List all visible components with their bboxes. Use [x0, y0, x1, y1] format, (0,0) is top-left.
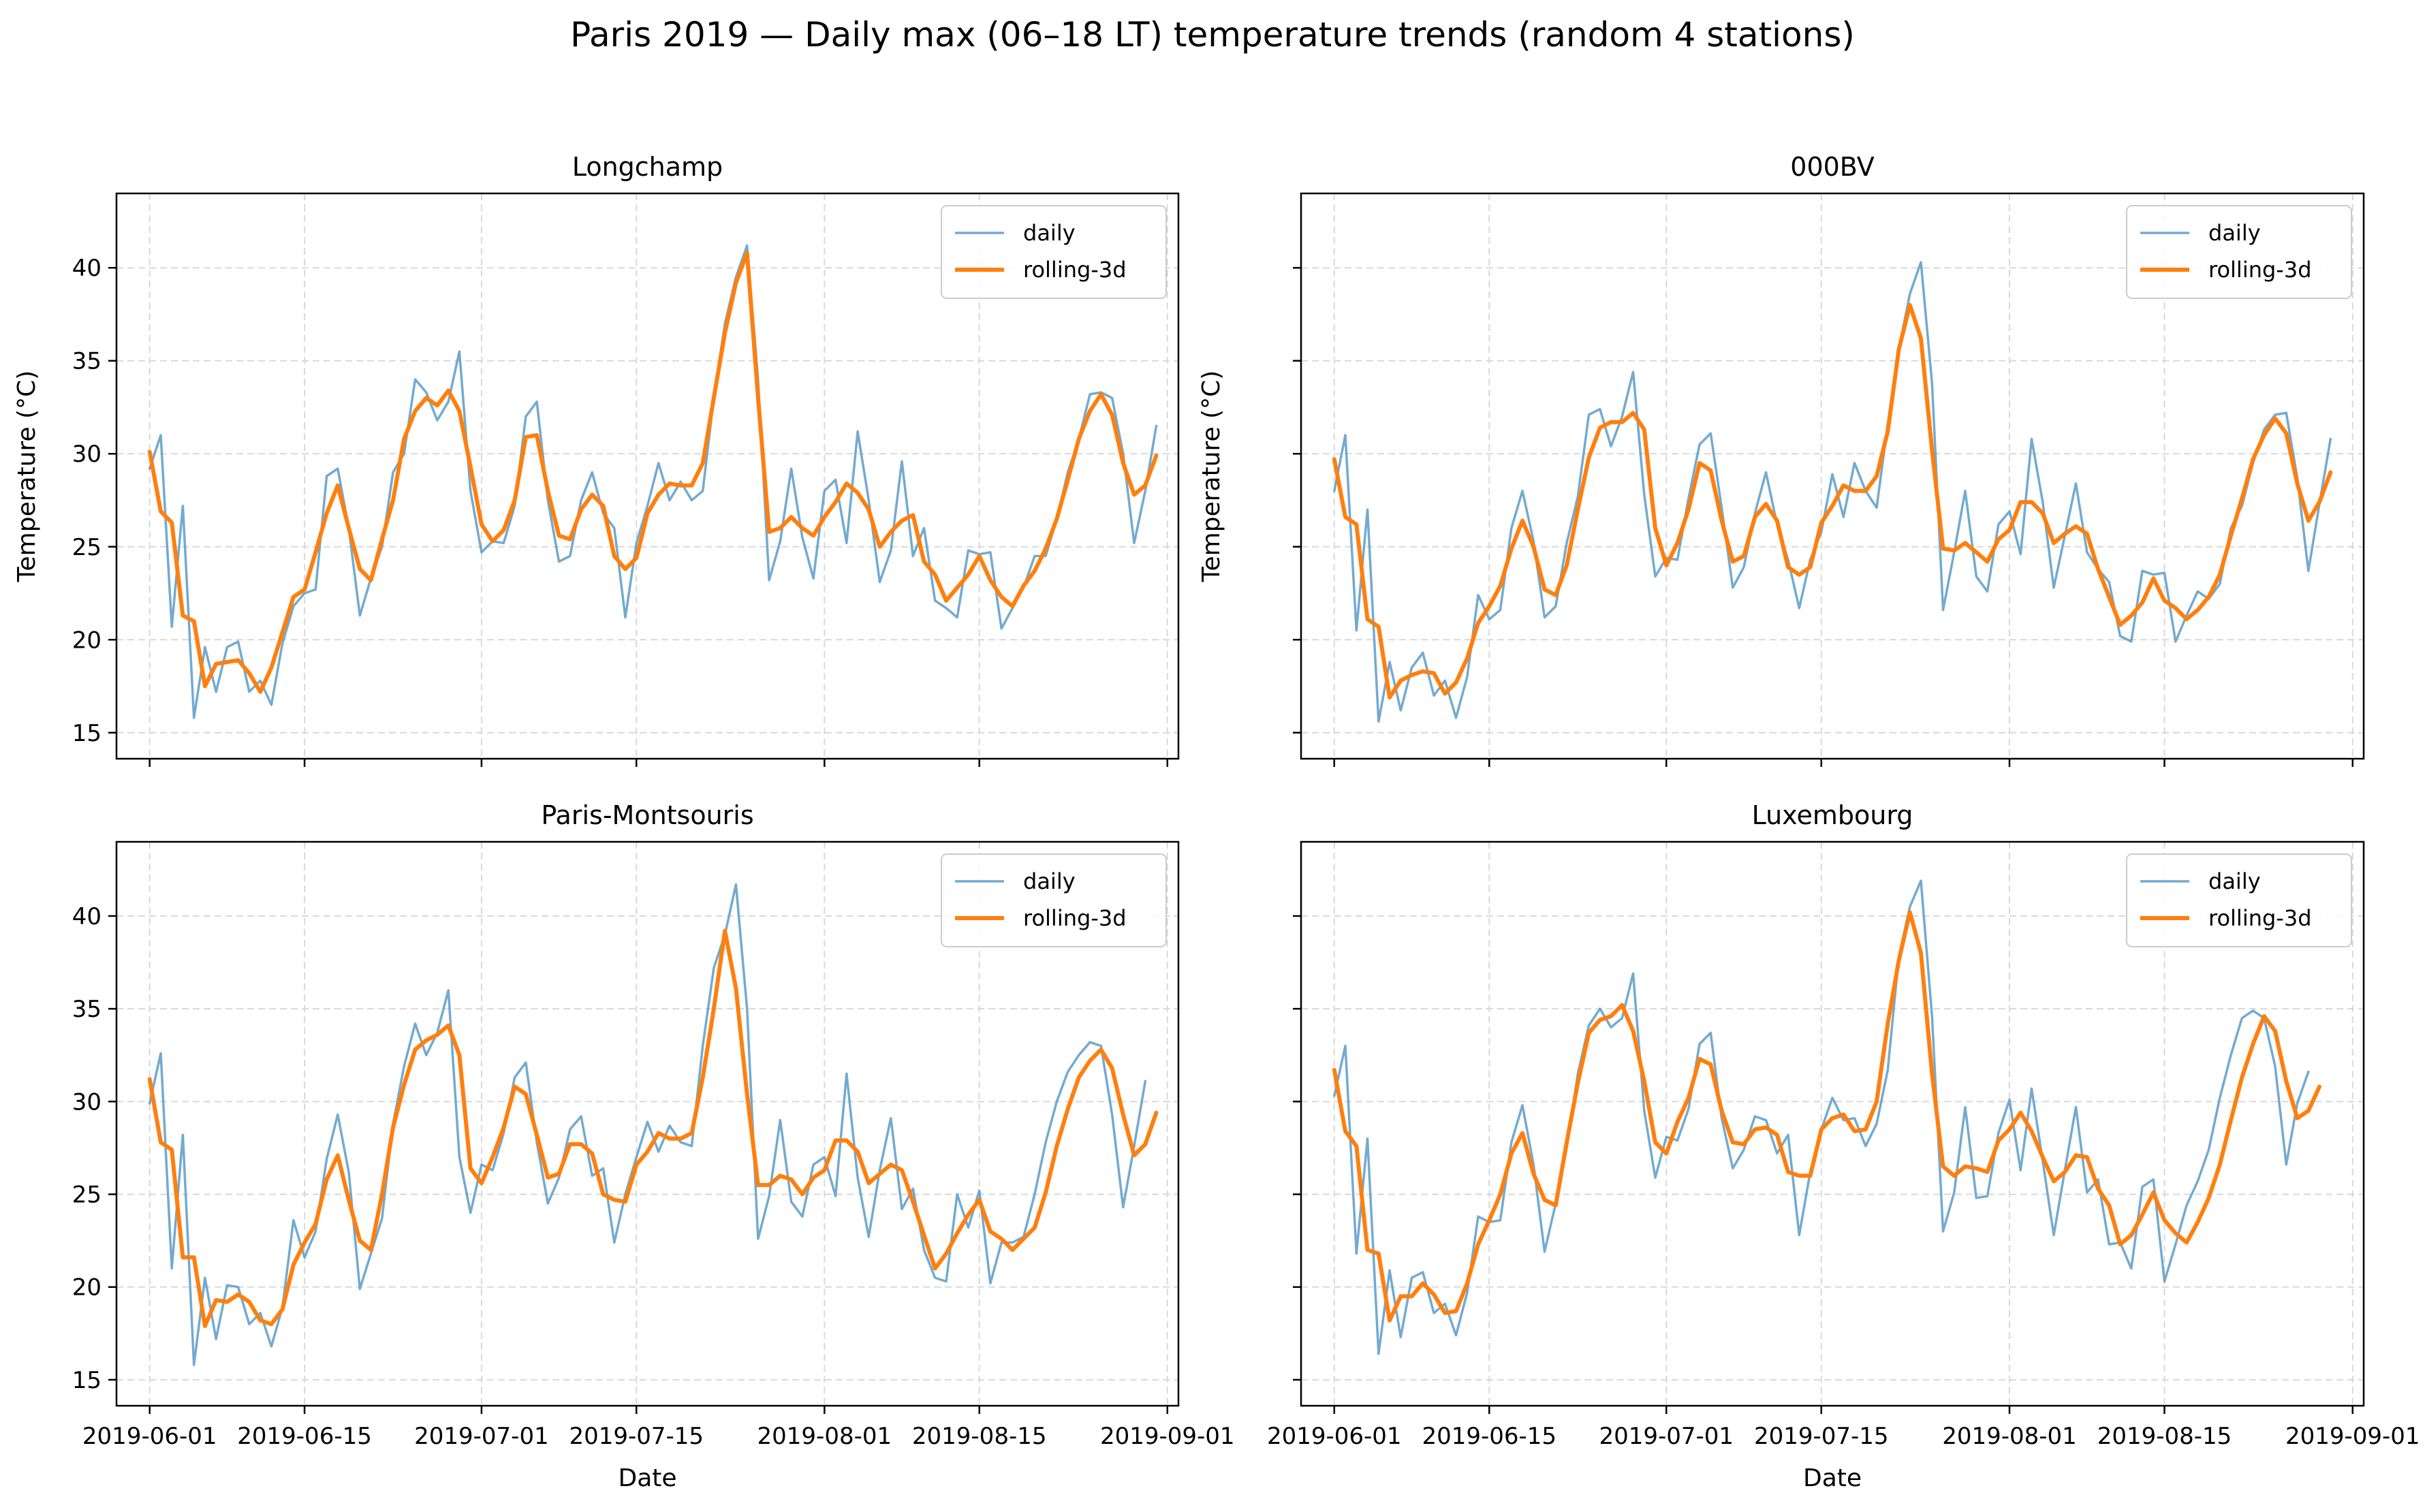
legend-label-rolling-3d: rolling-3d — [1023, 905, 1127, 931]
legend: daily rolling-3d — [2126, 853, 2352, 947]
x-tick-label: 2019-09-01 — [1100, 1423, 1235, 1450]
x-tick-label: 2019-07-15 — [1754, 1423, 1889, 1450]
series-line-rolling-3d — [1332, 302, 2333, 699]
y-tick-label: 40 — [72, 255, 101, 282]
subplot-4: 2019-06-01 2019-06-15 2019-07-01 2019-07-15… — [1267, 800, 2420, 1492]
axes-frame — [1300, 840, 2365, 1407]
subplot-title: 000BV — [1790, 152, 1874, 182]
y-tick-label: 25 — [72, 534, 101, 561]
figure-title: Paris 2019 — Daily max (06–18 LT) temper… — [570, 15, 1855, 54]
series-line-daily — [148, 244, 1158, 719]
legend-label-daily: daily — [2208, 220, 2261, 246]
legend-frame — [941, 853, 1167, 947]
x-tick-label: 2019-06-15 — [237, 1423, 372, 1450]
x-tick-label: 2019-08-15 — [912, 1423, 1047, 1450]
legend-frame — [941, 205, 1167, 299]
x-tick-label: 2019-07-01 — [414, 1423, 549, 1450]
x-tick-label: 2019-07-15 — [569, 1423, 704, 1450]
legend-label-rolling-3d: rolling-3d — [1023, 257, 1127, 283]
y-tick-label: 40 — [72, 903, 101, 930]
series-line-daily — [1333, 261, 2332, 723]
legend-frame — [2126, 205, 2352, 299]
y-axis-label: Temperature (°C) — [1198, 371, 1225, 583]
axes-frame — [115, 192, 1180, 760]
y-tick-label: 20 — [72, 1274, 101, 1302]
x-tick-label: 2019-06-15 — [1422, 1423, 1556, 1450]
y-tick-label: 15 — [72, 720, 101, 747]
legend-label-daily: daily — [2208, 868, 2261, 894]
legend-frame — [2126, 853, 2352, 947]
subplot-1: 15 20 25 30 35 40 Longchamp Temperature (°C) dai… — [13, 152, 1180, 767]
y-tick-label: 20 — [72, 627, 101, 654]
x-tick-label: 2019-06-01 — [1267, 1423, 1402, 1450]
subplot-2: 000BV Temperature (°C) daily rolling-3d — [1198, 152, 2365, 767]
x-tick-label: 2019-09-01 — [2285, 1423, 2420, 1450]
subplot-title: Longchamp — [572, 152, 723, 182]
x-tick-label: 2019-07-01 — [1599, 1423, 1734, 1450]
subplot-3: 2019-06-01 2019-06-15 2019-07-01 2019-07-15… — [72, 800, 1235, 1492]
axes-frame — [115, 840, 1180, 1407]
x-axis-label: Date — [618, 1464, 676, 1492]
series-line-rolling-3d — [147, 251, 1159, 694]
y-tick-label: 30 — [72, 1088, 101, 1116]
series-line-rolling-3d — [1332, 910, 2321, 1323]
subplot-title: Paris-Montsouris — [541, 800, 753, 830]
legend-label-daily: daily — [1023, 220, 1076, 246]
legend: daily rolling-3d — [941, 853, 1167, 947]
y-tick-label: 15 — [72, 1367, 101, 1394]
x-tick-label: 2019-08-01 — [1942, 1423, 2077, 1450]
legend-label-rolling-3d: rolling-3d — [2208, 905, 2312, 931]
series-line-daily — [148, 883, 1147, 1366]
x-tick-label: 2019-08-01 — [757, 1423, 892, 1450]
legend-label-rolling-3d: rolling-3d — [2208, 257, 2312, 283]
y-tick-label: 35 — [72, 996, 101, 1023]
y-tick-label: 25 — [72, 1182, 101, 1209]
series-line-rolling-3d — [147, 928, 1159, 1328]
y-tick-label: 35 — [72, 348, 101, 375]
legend: daily rolling-3d — [941, 205, 1167, 299]
x-tick-label: 2019-06-01 — [82, 1423, 217, 1450]
y-axis-label: Temperature (°C) — [13, 371, 41, 583]
subplot-title: Luxembourg — [1752, 800, 1913, 830]
legend: daily rolling-3d — [2126, 205, 2352, 299]
x-tick-label: 2019-08-15 — [2097, 1423, 2232, 1450]
x-axis-label: Date — [1803, 1464, 1862, 1492]
subplot-grid: 15 20 25 30 35 40 Longchamp Temperature (°C) dai… — [13, 152, 2420, 1492]
legend-label-daily: daily — [1023, 868, 1076, 894]
axes-frame — [1300, 192, 2365, 760]
y-tick-label: 30 — [72, 441, 101, 468]
